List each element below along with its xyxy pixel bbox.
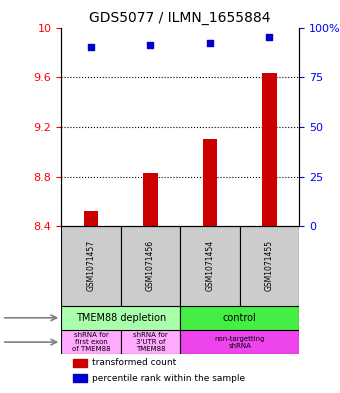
Text: TMEM88 depletion: TMEM88 depletion — [75, 313, 166, 323]
Text: GSM1071455: GSM1071455 — [265, 241, 274, 292]
Bar — [262, 73, 277, 226]
Text: transformed count: transformed count — [92, 358, 176, 367]
Point — [148, 42, 153, 48]
Bar — [121, 330, 180, 354]
Point — [267, 34, 272, 40]
Bar — [73, 374, 87, 382]
Bar — [61, 330, 121, 354]
Text: GSM1071457: GSM1071457 — [86, 241, 96, 292]
Bar — [240, 226, 299, 306]
Bar — [61, 306, 180, 330]
Bar — [203, 139, 217, 226]
Point — [207, 40, 213, 46]
Bar — [84, 211, 98, 226]
Bar — [143, 173, 158, 226]
Bar — [180, 226, 240, 306]
Text: control: control — [223, 313, 257, 323]
Bar — [180, 330, 299, 354]
Point — [88, 44, 94, 51]
Text: shRNA for
3'UTR of
TMEM88: shRNA for 3'UTR of TMEM88 — [133, 332, 168, 352]
Text: shRNA for
first exon
of TMEM88: shRNA for first exon of TMEM88 — [72, 332, 110, 352]
Bar — [61, 226, 121, 306]
Bar — [121, 226, 180, 306]
Text: non-targetting
shRNA: non-targetting shRNA — [215, 336, 265, 349]
Bar — [73, 359, 87, 367]
Title: GDS5077 / ILMN_1655884: GDS5077 / ILMN_1655884 — [89, 11, 271, 25]
Text: GSM1071456: GSM1071456 — [146, 241, 155, 292]
Text: percentile rank within the sample: percentile rank within the sample — [92, 374, 245, 383]
Text: GSM1071454: GSM1071454 — [205, 241, 215, 292]
Bar — [180, 306, 299, 330]
